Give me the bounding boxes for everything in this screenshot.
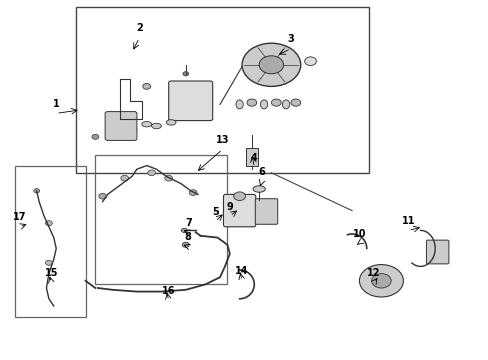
FancyBboxPatch shape — [426, 240, 448, 264]
Circle shape — [183, 72, 188, 76]
Circle shape — [271, 99, 281, 106]
Circle shape — [359, 265, 403, 297]
Circle shape — [147, 170, 155, 176]
Text: 12: 12 — [366, 268, 380, 278]
Text: 17: 17 — [13, 212, 26, 222]
Circle shape — [290, 99, 300, 106]
Bar — [95, 155, 227, 284]
Circle shape — [189, 190, 197, 195]
Text: 16: 16 — [162, 286, 175, 296]
Text: 7: 7 — [184, 218, 191, 228]
Circle shape — [182, 242, 189, 247]
Text: 3: 3 — [287, 34, 294, 44]
Circle shape — [246, 99, 256, 106]
Bar — [15, 166, 85, 317]
Ellipse shape — [282, 100, 289, 109]
Circle shape — [34, 189, 40, 193]
FancyBboxPatch shape — [255, 199, 277, 224]
Ellipse shape — [142, 122, 151, 127]
Circle shape — [99, 193, 106, 199]
Text: 5: 5 — [211, 207, 218, 217]
Ellipse shape — [260, 100, 267, 109]
Text: 2: 2 — [136, 23, 142, 33]
Bar — [76, 7, 368, 173]
Bar — [245, 148, 257, 166]
Ellipse shape — [151, 123, 161, 129]
Text: 10: 10 — [352, 229, 366, 239]
Circle shape — [121, 175, 128, 181]
Circle shape — [259, 56, 283, 74]
Text: 15: 15 — [44, 268, 58, 278]
Text: 11: 11 — [401, 216, 414, 226]
Text: 9: 9 — [226, 202, 233, 212]
Text: 13: 13 — [215, 135, 229, 145]
Circle shape — [181, 228, 187, 233]
Circle shape — [92, 134, 99, 139]
Ellipse shape — [235, 100, 243, 109]
Ellipse shape — [253, 186, 265, 192]
FancyBboxPatch shape — [105, 112, 137, 140]
Text: 4: 4 — [250, 153, 257, 163]
Ellipse shape — [166, 120, 176, 125]
Circle shape — [304, 57, 316, 66]
Circle shape — [242, 43, 300, 86]
Circle shape — [233, 192, 245, 201]
Circle shape — [142, 84, 150, 89]
FancyBboxPatch shape — [223, 194, 255, 227]
Circle shape — [45, 221, 52, 226]
Text: 6: 6 — [258, 167, 264, 177]
Circle shape — [45, 260, 52, 265]
Text: 14: 14 — [235, 266, 248, 276]
Text: 8: 8 — [184, 232, 191, 242]
Ellipse shape — [127, 127, 137, 132]
Circle shape — [371, 274, 390, 288]
FancyBboxPatch shape — [168, 81, 212, 121]
Circle shape — [164, 175, 172, 181]
Text: 1: 1 — [53, 99, 60, 109]
